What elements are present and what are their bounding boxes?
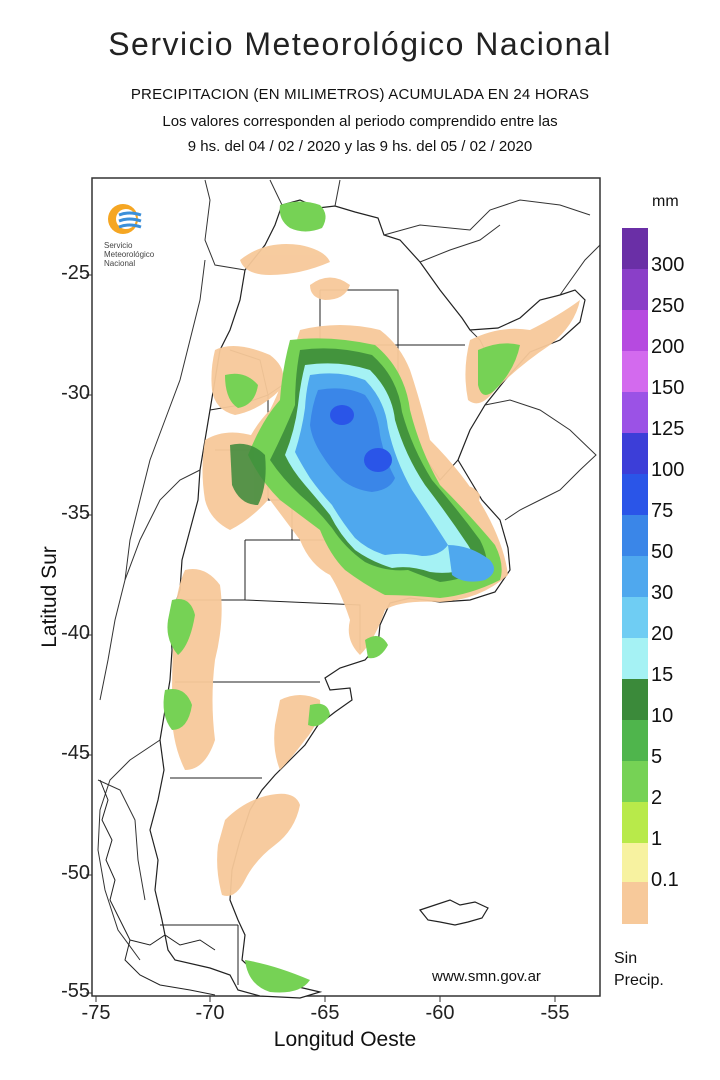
legend-swatch	[622, 802, 648, 844]
legend-label: 50	[651, 541, 674, 563]
xtick-label: -65	[310, 1002, 340, 1024]
legend-label: 75	[651, 500, 674, 522]
period-description-line2: 9 hs. del 04 / 02 / 2020 y las 9 hs. del…	[187, 138, 533, 155]
page-title: Servicio Meteorológico Nacional	[108, 26, 612, 62]
ytick-label: -25	[61, 262, 90, 284]
axis-ticks	[86, 274, 556, 1002]
website-url: www.smn.gov.ar	[432, 968, 541, 985]
legend-swatch	[622, 638, 648, 680]
legend-label: 250	[651, 295, 685, 317]
neighbor-borders	[97, 179, 601, 961]
ytick-label: -45	[61, 742, 90, 764]
legend-swatch	[622, 597, 648, 639]
legend-label: 15	[651, 664, 674, 686]
xtick-label: -60	[425, 1002, 455, 1024]
map-subtitle: PRECIPITACION (EN MILIMETROS) ACUMULADA …	[130, 86, 590, 103]
xtick-label: -75	[81, 1002, 111, 1024]
legend-swatch	[622, 269, 648, 311]
ytick-label: -50	[61, 862, 90, 884]
legend-label: 300	[651, 254, 685, 276]
logo-text: Servicio Meteorológico Nacional	[104, 241, 154, 268]
legend-label: 10	[651, 705, 674, 727]
logo-line-3: Nacional	[104, 259, 136, 268]
legend-label: 125	[651, 418, 685, 440]
xtick-label: -70	[195, 1002, 225, 1024]
legend-swatch	[622, 392, 648, 434]
malvinas-islands	[418, 899, 489, 926]
legend-swatch	[622, 228, 648, 270]
legend-color-scale	[622, 228, 648, 885]
period-description-line1: Los valores corresponden al periodo comp…	[162, 113, 558, 130]
no-precip-line-2: Precip.	[614, 972, 664, 989]
legend-label: 200	[651, 336, 685, 358]
legend-swatch	[622, 843, 648, 885]
legend-label: 150	[651, 377, 685, 399]
chile-coastline	[99, 779, 216, 996]
x-axis-label: Longitud Oeste	[273, 1028, 417, 1051]
legend-label: 1	[651, 828, 663, 850]
legend-label: 100	[651, 459, 685, 481]
extreme-rain-areas	[330, 405, 392, 472]
ytick-label: -40	[61, 622, 90, 644]
y-axis-label: Latitud Sur	[38, 546, 61, 648]
ytick-label: -55	[61, 980, 90, 1002]
legend-label: 5	[651, 746, 663, 768]
legend-no-precip-label: Sin Precip.	[614, 948, 664, 992]
ytick-label: -30	[61, 382, 90, 404]
legend-swatch	[622, 556, 648, 598]
logo-line-1: Servicio	[104, 241, 133, 250]
legend-swatch	[622, 474, 648, 516]
xtick-label: -55	[540, 1002, 570, 1024]
smn-logo-icon	[108, 204, 142, 234]
legend-label: 2	[651, 787, 663, 809]
legend-label: 20	[651, 623, 674, 645]
logo-line-2: Meteorológico	[104, 250, 155, 259]
legend-swatch	[622, 515, 648, 557]
legend-swatch	[622, 761, 648, 803]
legend-swatch	[622, 351, 648, 393]
legend-unit: mm	[652, 193, 679, 210]
legend-label: 30	[651, 582, 674, 604]
legend-swatch-no-precip	[622, 882, 648, 924]
legend-label: 0.1	[651, 869, 679, 891]
legend-swatch	[622, 679, 648, 721]
legend-swatch	[622, 310, 648, 352]
legend-swatch	[622, 433, 648, 475]
no-precip-line-1: Sin	[614, 950, 638, 967]
legend-swatch	[622, 720, 648, 762]
ytick-label: -35	[61, 502, 90, 524]
